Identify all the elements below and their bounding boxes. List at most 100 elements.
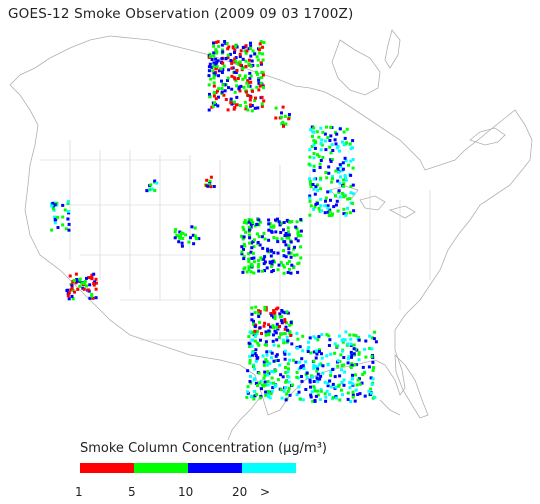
smoke-pixel xyxy=(252,365,256,369)
smoke-pixel xyxy=(284,371,288,374)
smoke-pixel xyxy=(340,368,343,372)
smoke-pixel xyxy=(327,344,331,347)
smoke-pixel xyxy=(269,381,273,385)
smoke-pixel xyxy=(249,95,253,99)
smoke-pixel xyxy=(370,347,374,351)
smoke-pixel xyxy=(352,333,356,337)
smoke-pixel xyxy=(334,194,337,198)
smoke-pixel xyxy=(242,255,246,259)
smoke-pixel xyxy=(274,116,278,120)
smoke-pixel xyxy=(312,385,316,389)
smoke-pixel xyxy=(209,175,213,179)
smoke-pixel xyxy=(90,273,94,277)
smoke-pixel xyxy=(286,226,290,230)
smoke-pixel xyxy=(282,249,285,253)
smoke-pixel xyxy=(344,213,348,217)
smoke-pixel xyxy=(53,215,57,219)
smoke-pixel xyxy=(289,320,293,324)
smoke-pixel xyxy=(220,79,223,83)
smoke-pixel xyxy=(238,55,242,59)
smoke-pixel xyxy=(189,236,192,240)
smoke-pixel xyxy=(252,245,256,249)
smoke-pixel xyxy=(329,158,333,162)
smoke-pixel xyxy=(343,156,347,160)
smoke-pixel xyxy=(350,355,353,359)
smoke-pixel xyxy=(217,74,220,78)
smoke-pixel xyxy=(335,344,339,348)
smoke-pixel xyxy=(85,276,88,280)
smoke-pixel xyxy=(288,330,292,334)
smoke-pixel xyxy=(352,343,356,347)
smoke-pixel xyxy=(305,371,309,375)
smoke-pixel xyxy=(294,225,298,229)
smoke-pixel xyxy=(234,79,238,83)
smoke-pixel xyxy=(324,395,328,399)
smoke-pixel xyxy=(236,62,240,65)
smoke-pixel xyxy=(307,340,311,344)
smoke-pixel xyxy=(316,338,320,342)
smoke-pixel xyxy=(334,395,338,398)
smoke-pixel xyxy=(244,105,248,109)
smoke-pixel xyxy=(226,53,230,57)
smoke-pixel xyxy=(316,188,320,192)
smoke-pixel xyxy=(319,148,323,152)
smoke-pixel xyxy=(304,388,308,391)
smoke-pixel xyxy=(333,375,337,379)
smoke-pixel xyxy=(337,384,341,388)
smoke-pixel xyxy=(323,139,327,143)
smoke-pixel xyxy=(349,381,353,385)
smoke-pixel xyxy=(252,271,256,275)
smoke-pixel xyxy=(250,312,254,316)
smoke-pixel xyxy=(252,363,256,367)
smoke-pixel xyxy=(342,182,346,186)
smoke-pixel xyxy=(331,368,335,371)
smoke-pixel xyxy=(263,370,267,374)
smoke-pixel xyxy=(354,388,358,392)
smoke-pixel xyxy=(50,204,54,208)
smoke-pixel xyxy=(297,390,301,394)
smoke-pixel xyxy=(311,183,315,186)
smoke-pixel xyxy=(53,221,57,225)
smoke-pixel xyxy=(266,380,270,384)
smoke-pixel xyxy=(257,48,261,52)
smoke-pixel xyxy=(316,183,319,187)
smoke-pixel xyxy=(283,311,287,315)
smoke-pixel xyxy=(321,130,325,134)
smoke-pixel xyxy=(256,58,260,62)
smoke-pixel xyxy=(314,394,318,398)
smoke-pixel xyxy=(279,373,283,377)
smoke-pixel xyxy=(239,63,243,67)
smoke-pixel xyxy=(288,331,292,335)
legend-tick-max: > xyxy=(260,485,271,499)
smoke-pixel xyxy=(287,375,291,379)
smoke-pixel xyxy=(304,360,308,364)
smoke-pixel xyxy=(247,267,251,271)
smoke-pixel xyxy=(75,279,79,283)
smoke-pixel xyxy=(233,90,237,94)
smoke-pixel xyxy=(220,43,224,47)
smoke-pixel xyxy=(343,174,347,178)
smoke-pixel xyxy=(286,389,290,393)
smoke-pixel xyxy=(232,107,236,111)
smoke-pixel xyxy=(346,397,350,401)
smoke-pixel xyxy=(351,201,355,205)
smoke-pixel xyxy=(295,393,299,397)
smoke-pixel xyxy=(270,370,273,373)
smoke-pixel xyxy=(306,350,310,353)
smoke-pixel xyxy=(246,79,250,83)
smoke-pixel xyxy=(286,328,290,332)
smoke-pixel xyxy=(212,44,216,48)
smoke-pixel xyxy=(313,192,317,196)
smoke-pixel xyxy=(50,228,54,232)
smoke-pixel xyxy=(245,221,249,225)
smoke-pixel xyxy=(286,362,290,366)
smoke-pixel xyxy=(316,367,320,371)
smoke-pixel xyxy=(246,84,250,88)
smoke-pixel xyxy=(355,383,359,387)
smoke-pixel xyxy=(288,267,291,271)
smoke-pixel xyxy=(331,382,335,386)
smoke-pixel xyxy=(260,71,264,74)
smoke-pixel xyxy=(262,41,266,44)
smoke-pixel xyxy=(212,76,216,80)
smoke-pixel xyxy=(286,271,290,274)
